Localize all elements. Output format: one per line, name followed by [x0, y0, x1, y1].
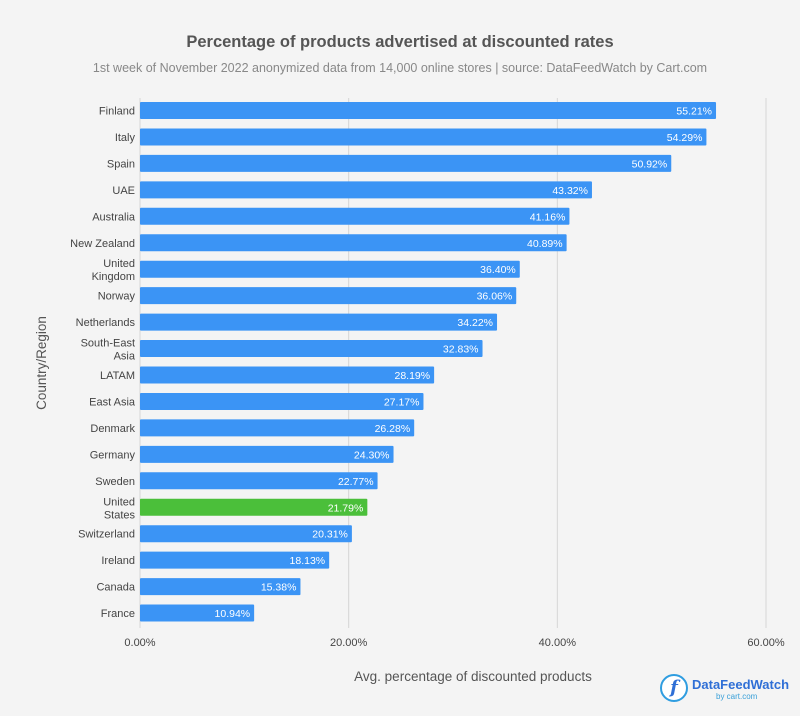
y-axis-title: Country/Region — [34, 316, 49, 410]
category-label: South-East Asia — [81, 338, 136, 363]
bar — [140, 340, 483, 358]
bar-value-label: 43.32% — [552, 185, 588, 197]
x-tick-label: 20.00% — [330, 637, 368, 649]
bar — [140, 445, 394, 463]
bar-value-label: 22.77% — [338, 476, 374, 488]
bar — [140, 419, 415, 437]
bar-value-label: 20.31% — [312, 529, 348, 541]
bar — [140, 578, 301, 596]
bar-value-label: 54.29% — [667, 132, 703, 144]
bar-value-label: 24.30% — [354, 449, 390, 461]
category-label: Sweden — [95, 476, 135, 488]
bar — [140, 128, 707, 146]
chart-title: Percentage of products advertised at dis… — [186, 33, 614, 51]
logo-name: DataFeedWatch — [692, 677, 790, 692]
datafeedwatch-logo: f DataFeedWatch by cart.com — [660, 674, 790, 708]
category-label: Spain — [107, 158, 135, 170]
bar-value-label: 27.17% — [384, 396, 420, 408]
bar-value-label: 36.40% — [480, 264, 516, 276]
category-label: LATAM — [100, 370, 135, 382]
bar — [140, 498, 368, 516]
bar — [140, 313, 498, 331]
bar — [140, 154, 672, 172]
bar-value-label: 50.92% — [632, 158, 668, 170]
bar — [140, 392, 424, 410]
category-label: UAE — [112, 185, 135, 197]
category-label: New Zealand — [70, 238, 135, 250]
category-label: Norway — [98, 291, 136, 303]
bar-value-label: 10.94% — [215, 608, 251, 620]
chart-subtitle: 1st week of November 2022 anonymized dat… — [92, 61, 708, 75]
bar — [140, 472, 378, 490]
bar-value-label: 15.38% — [261, 582, 297, 594]
category-label: Italy — [115, 132, 136, 144]
bar-value-label: 32.83% — [443, 344, 479, 356]
category-label: East Asia — [89, 396, 136, 408]
category-label: Finland — [99, 106, 135, 118]
bar — [140, 181, 592, 199]
category-label: Germany — [90, 449, 136, 461]
bar — [140, 102, 717, 119]
x-tick-label: 0.00% — [124, 637, 155, 649]
category-label: France — [101, 608, 135, 620]
bar-value-label: 41.16% — [530, 211, 566, 223]
bar-value-label: 40.89% — [527, 238, 563, 250]
bar-value-label: 36.06% — [477, 291, 513, 303]
logo-subtext: by cart.com — [716, 692, 758, 701]
bar-value-label: 21.79% — [328, 502, 364, 514]
bar — [140, 366, 435, 384]
x-tick-label: 40.00% — [539, 637, 577, 649]
bar — [140, 234, 567, 252]
bar — [140, 260, 520, 278]
logo-mark-icon: f — [660, 674, 688, 702]
bar-value-label: 26.28% — [375, 423, 411, 435]
bar — [140, 525, 352, 543]
category-label: Netherlands — [76, 317, 136, 329]
category-label: Ireland — [101, 555, 135, 567]
bar — [140, 207, 570, 225]
category-label: Canada — [96, 582, 135, 594]
bar — [140, 287, 517, 305]
category-label: United Kingdom — [92, 258, 135, 283]
category-label: United States — [103, 496, 135, 521]
bar-value-label: 28.19% — [394, 370, 430, 382]
x-axis-title: Avg. percentage of discounted products — [354, 669, 592, 684]
bar-value-label: 55.21% — [676, 106, 712, 118]
category-label: Switzerland — [78, 529, 135, 541]
bar — [140, 551, 330, 569]
bar-value-label: 18.13% — [290, 555, 326, 567]
x-tick-label: 60.00% — [747, 637, 785, 649]
bar-value-label: 34.22% — [457, 317, 493, 329]
category-label: Australia — [92, 211, 136, 223]
category-label: Denmark — [90, 423, 135, 435]
bar — [140, 604, 255, 622]
